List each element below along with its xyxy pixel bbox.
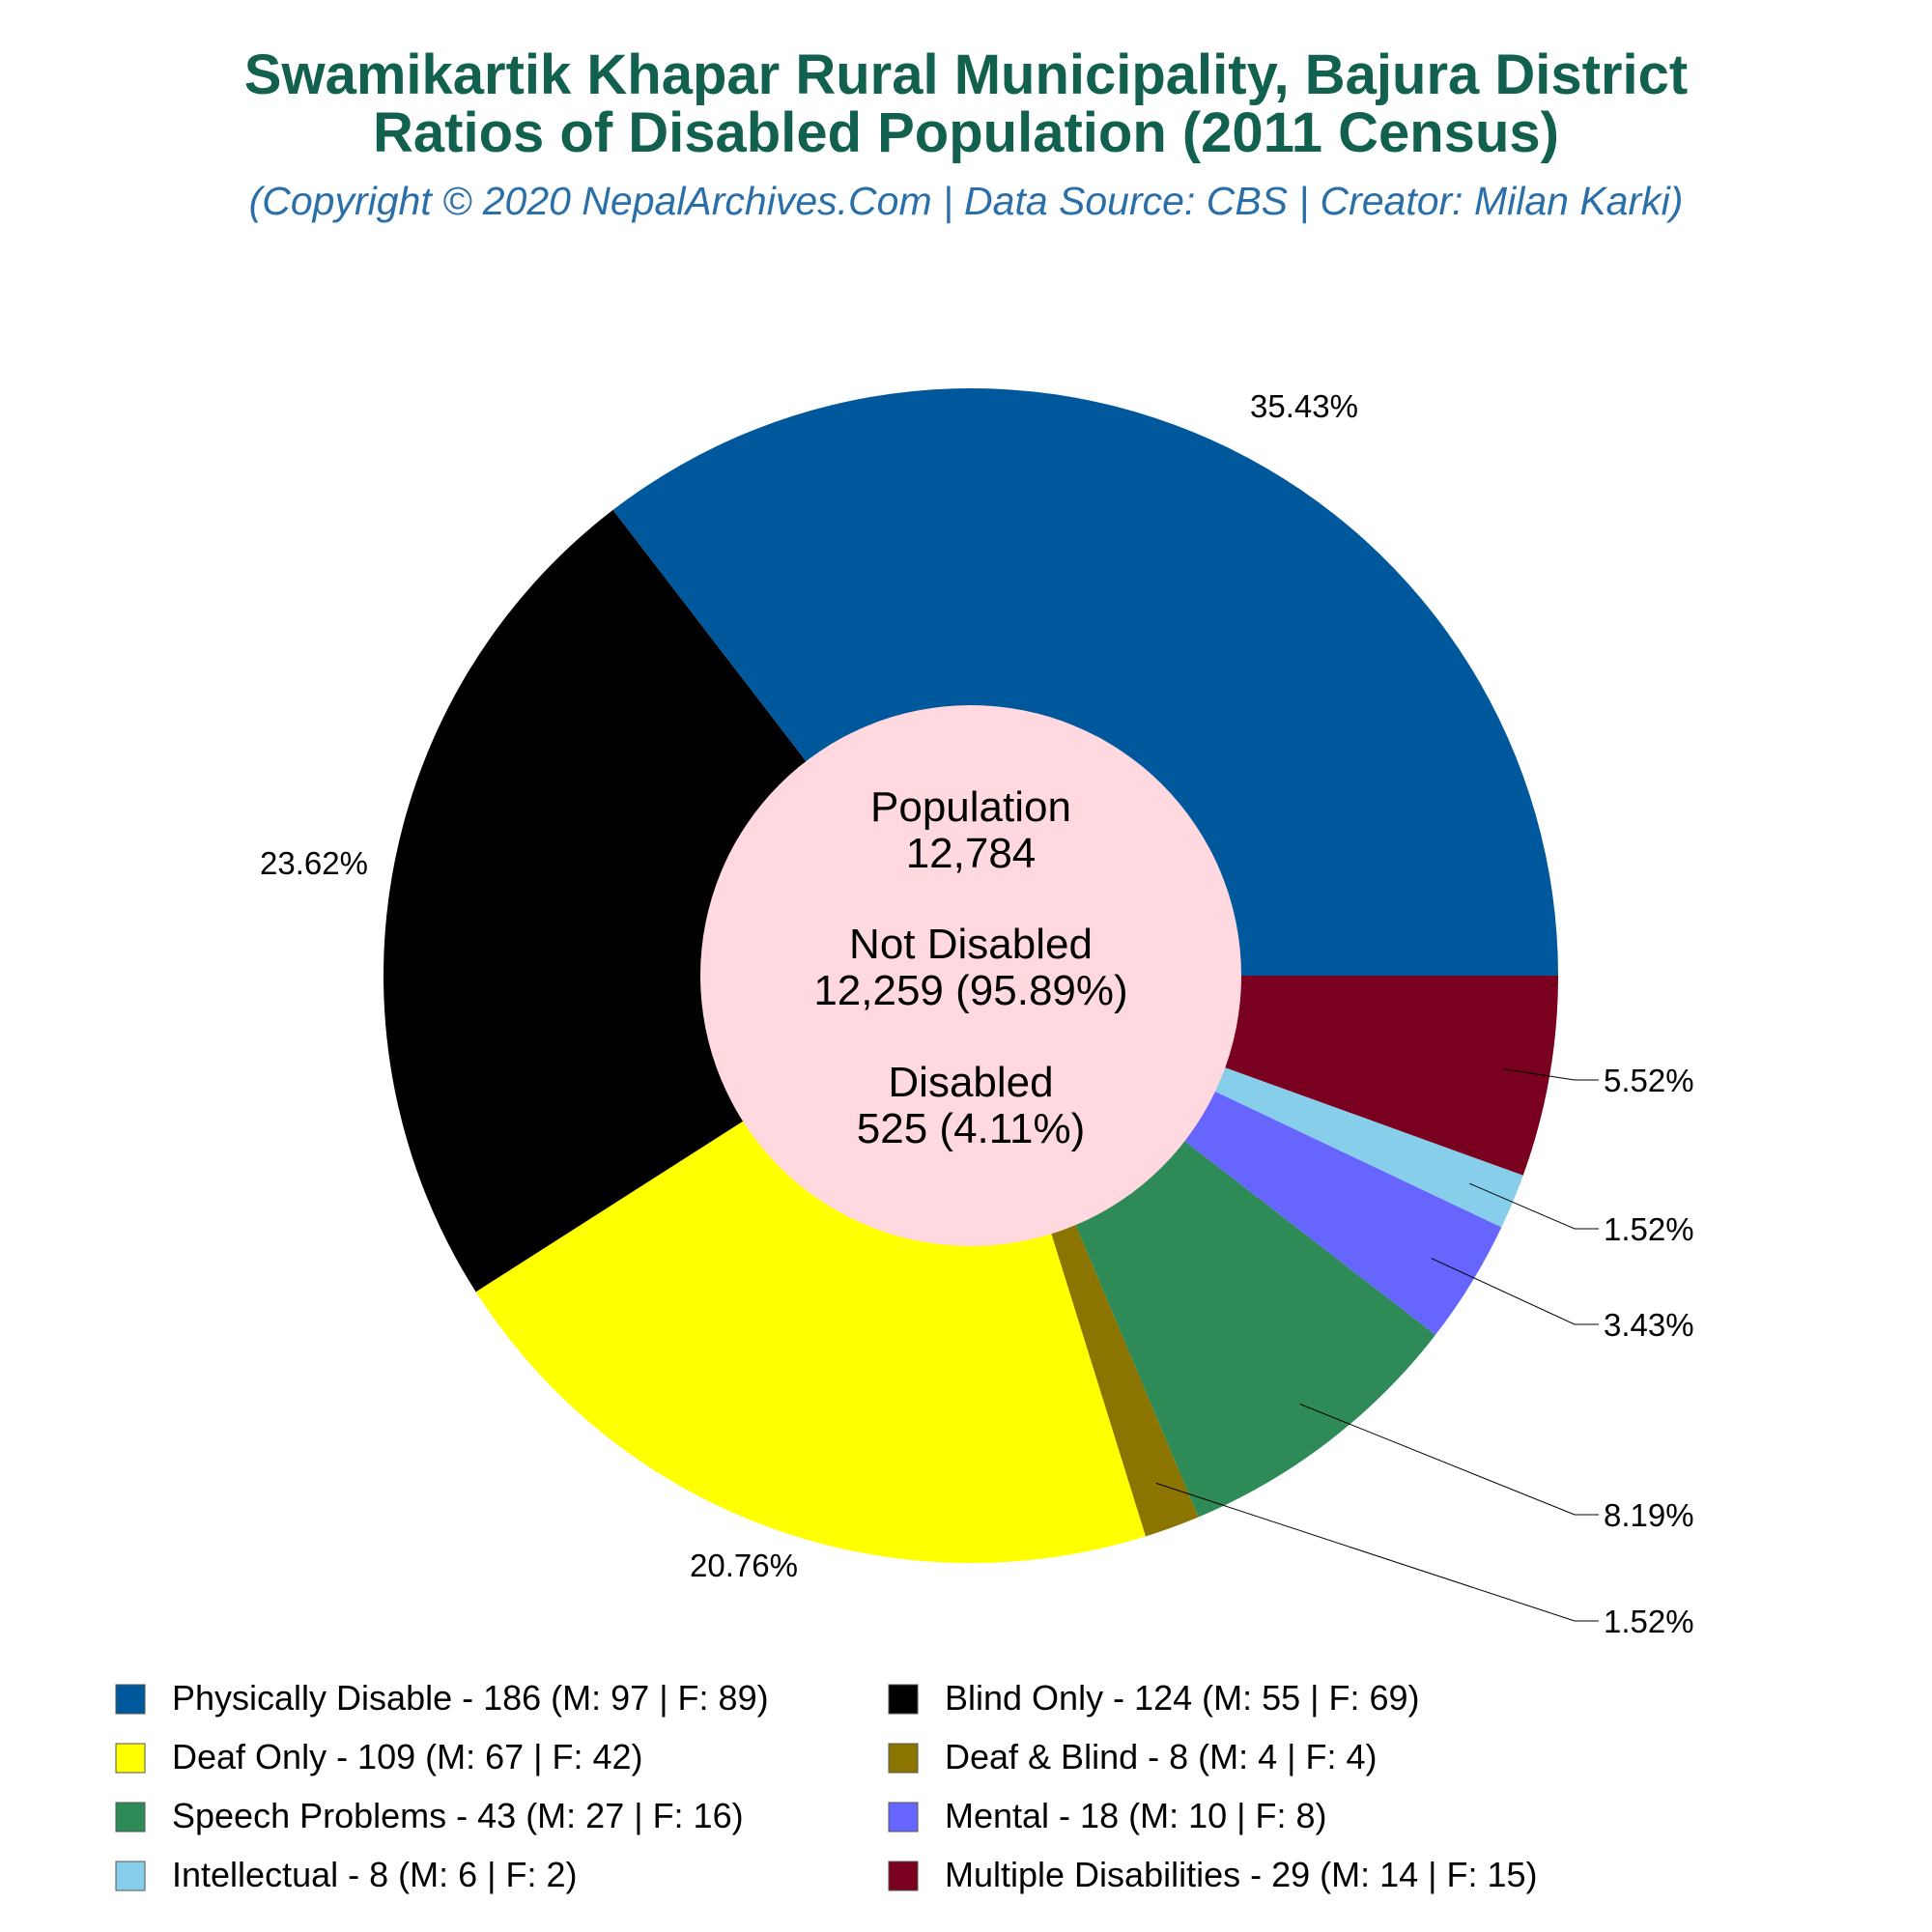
label-leader-lines	[1155, 1068, 1599, 1622]
chart-title-line2: Ratios of Disabled Population (2011 Cens…	[373, 101, 1559, 164]
legend-swatch-7	[115, 1684, 146, 1715]
center-summary: Population 12,784 Not Disabled 12,259 (9…	[813, 783, 1127, 1152]
legend-entry-2: Mental - 18 (M: 10 | F: 8)	[945, 1796, 1326, 1835]
pct-label-5: 20.76%	[690, 1548, 798, 1583]
legend-entry-7: Physically Disable - 186 (M: 97 | F: 89)	[172, 1678, 769, 1718]
pct-label-7: 35.43%	[1250, 388, 1358, 424]
legend-entry-5: Deaf Only - 109 (M: 67 | F: 42)	[172, 1737, 643, 1776]
chart-legend: Physically Disable - 186 (M: 97 | F: 89)…	[115, 1678, 1538, 1894]
legend-swatch-5	[115, 1743, 146, 1774]
leader-line-0	[1502, 1068, 1599, 1081]
pie-slices	[384, 388, 1558, 1563]
center-population-value: 12,784	[906, 830, 1037, 877]
legend-entry-1: Intellectual - 8 (M: 6 | F: 2)	[172, 1855, 577, 1894]
legend-swatch-1	[115, 1861, 146, 1891]
percent-labels: 5.52% 1.52% 3.43% 8.19% 1.52% 20.76% 23.62% 35.…	[260, 388, 1694, 1639]
center-not-disabled-value: 12,259 (95.89%)	[813, 967, 1127, 1014]
legend-swatch-0	[888, 1861, 919, 1891]
leader-line-2	[1431, 1258, 1599, 1325]
chart-subtitle: (Copyright © 2020 NepalArchives.Com | Da…	[249, 179, 1684, 223]
legend-entry-3: Speech Problems - 43 (M: 27 | F: 16)	[172, 1796, 744, 1835]
pct-label-2: 3.43%	[1604, 1307, 1694, 1343]
leader-line-3	[1299, 1404, 1599, 1516]
pie-slice-6	[384, 509, 971, 1293]
legend-entry-6: Blind Only - 124 (M: 55 | F: 69)	[945, 1678, 1420, 1718]
pct-label-4: 1.52%	[1604, 1604, 1694, 1639]
pct-label-3: 8.19%	[1604, 1497, 1694, 1533]
leader-line-1	[1469, 1182, 1599, 1230]
leader-line-4	[1155, 1482, 1599, 1622]
pct-label-6: 23.62%	[260, 845, 368, 881]
center-disabled-value: 525 (4.11%)	[857, 1105, 1085, 1152]
center-population-label: Population	[870, 783, 1071, 831]
pct-label-0: 5.52%	[1604, 1063, 1694, 1098]
legend-entry-4: Deaf & Blind - 8 (M: 4 | F: 4)	[945, 1737, 1378, 1776]
legend-swatch-2	[888, 1802, 919, 1833]
center-disabled-label: Disabled	[888, 1059, 1053, 1106]
pie-slice-7	[612, 388, 1558, 976]
center-not-disabled-label: Not Disabled	[849, 921, 1093, 968]
chart-title-line1: Swamikartik Khapar Rural Municipality, B…	[244, 43, 1688, 106]
pct-label-1: 1.52%	[1604, 1211, 1694, 1247]
legend-swatch-4	[888, 1743, 919, 1774]
legend-swatch-3	[115, 1802, 146, 1833]
legend-swatch-6	[888, 1684, 919, 1715]
legend-entry-0: Multiple Disabilities - 29 (M: 14 | F: 1…	[945, 1855, 1538, 1894]
center-summary-circle	[700, 705, 1241, 1246]
